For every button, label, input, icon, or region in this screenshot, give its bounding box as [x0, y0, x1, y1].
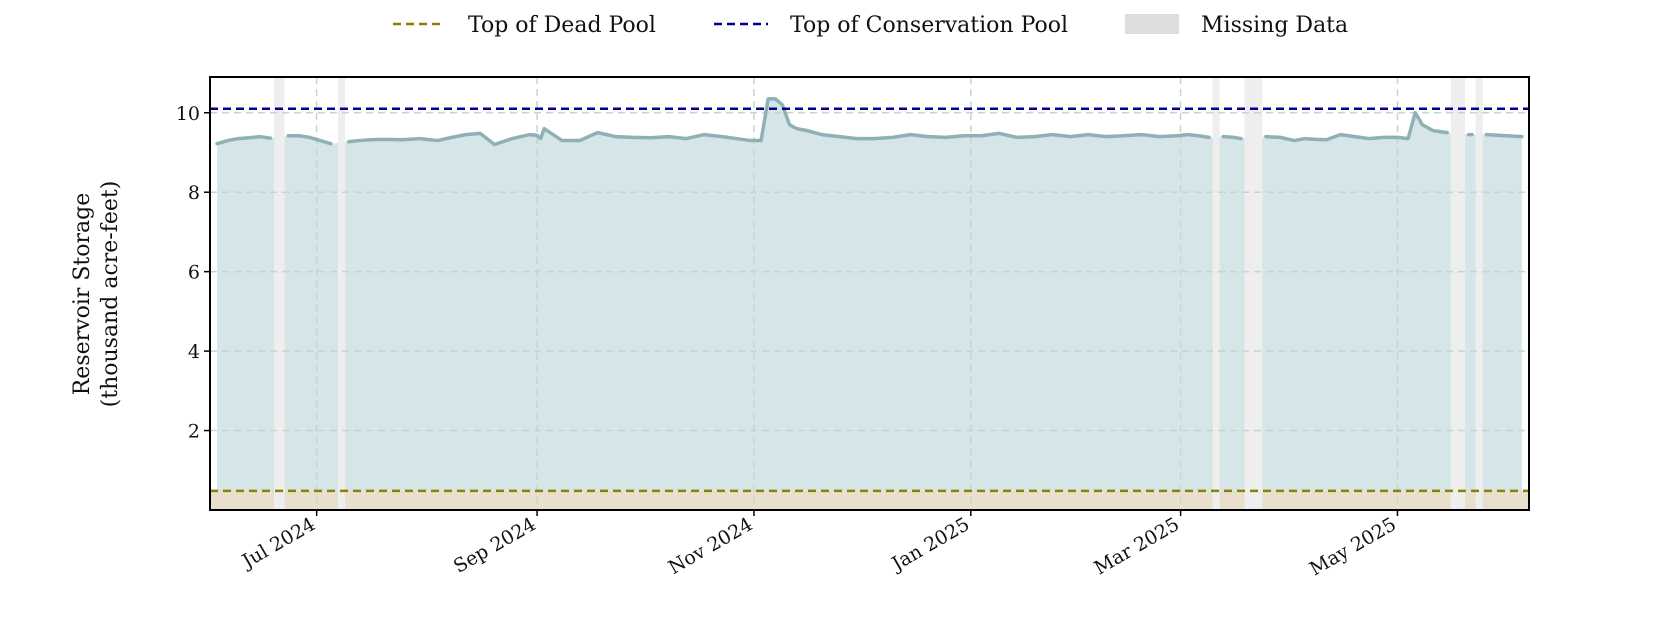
legend: Top of Dead Pool Top of Conservation Poo… — [393, 13, 1348, 38]
x-tick-label-4: Mar 2025 — [1090, 513, 1183, 579]
legend-dead-pool-label: Top of Dead Pool — [468, 13, 656, 38]
y-axis-label: Reservoir Storage (thousand acre-feet) — [70, 181, 123, 408]
x-tick-label-0: Jul 2024 — [237, 513, 319, 573]
y-tick-label-1: 4 — [188, 341, 200, 363]
storage-line-segment-2 — [346, 97, 1211, 147]
plot-frame — [209, 76, 1530, 511]
x-tick-label-2: Nov 2024 — [665, 513, 757, 579]
legend-conservation-pool-label: Top of Conservation Pool — [790, 13, 1068, 38]
storage-line-segment-6 — [1484, 132, 1524, 139]
x-tick-label-1: Sep 2024 — [450, 513, 540, 577]
missing-data-band-5 — [1475, 77, 1483, 510]
y-tick-label-2: 6 — [188, 262, 200, 284]
storage-line-segment-4 — [1264, 111, 1449, 143]
dead-pool-area — [210, 490, 1529, 510]
storage-area — [217, 98, 1522, 510]
legend-missing-data-swatch — [1125, 14, 1179, 34]
y-axis-label-line-1: Reservoir Storage — [70, 193, 95, 396]
storage-line-segment-0 — [215, 134, 273, 146]
legend-missing-data-label: Missing Data — [1201, 13, 1348, 38]
missing-data-band-3 — [1244, 77, 1263, 510]
missing-data-band-2 — [1212, 77, 1220, 510]
y-tick-label-4: 10 — [176, 103, 200, 125]
x-tick-label-5: May 2025 — [1306, 513, 1400, 580]
storage-line-segment-1 — [286, 134, 333, 146]
missing-data-band-1 — [337, 77, 346, 510]
x-tick-label-3: Jan 2025 — [886, 513, 973, 576]
y-axis-label-line-2: (thousand acre-feet) — [98, 181, 123, 408]
y-tick-label-3: 8 — [188, 182, 200, 204]
y-tick-label-0: 2 — [188, 421, 200, 443]
missing-data-band-4 — [1450, 77, 1466, 510]
missing-data-band-0 — [273, 77, 285, 510]
storage-line-segment-3 — [1221, 134, 1243, 141]
